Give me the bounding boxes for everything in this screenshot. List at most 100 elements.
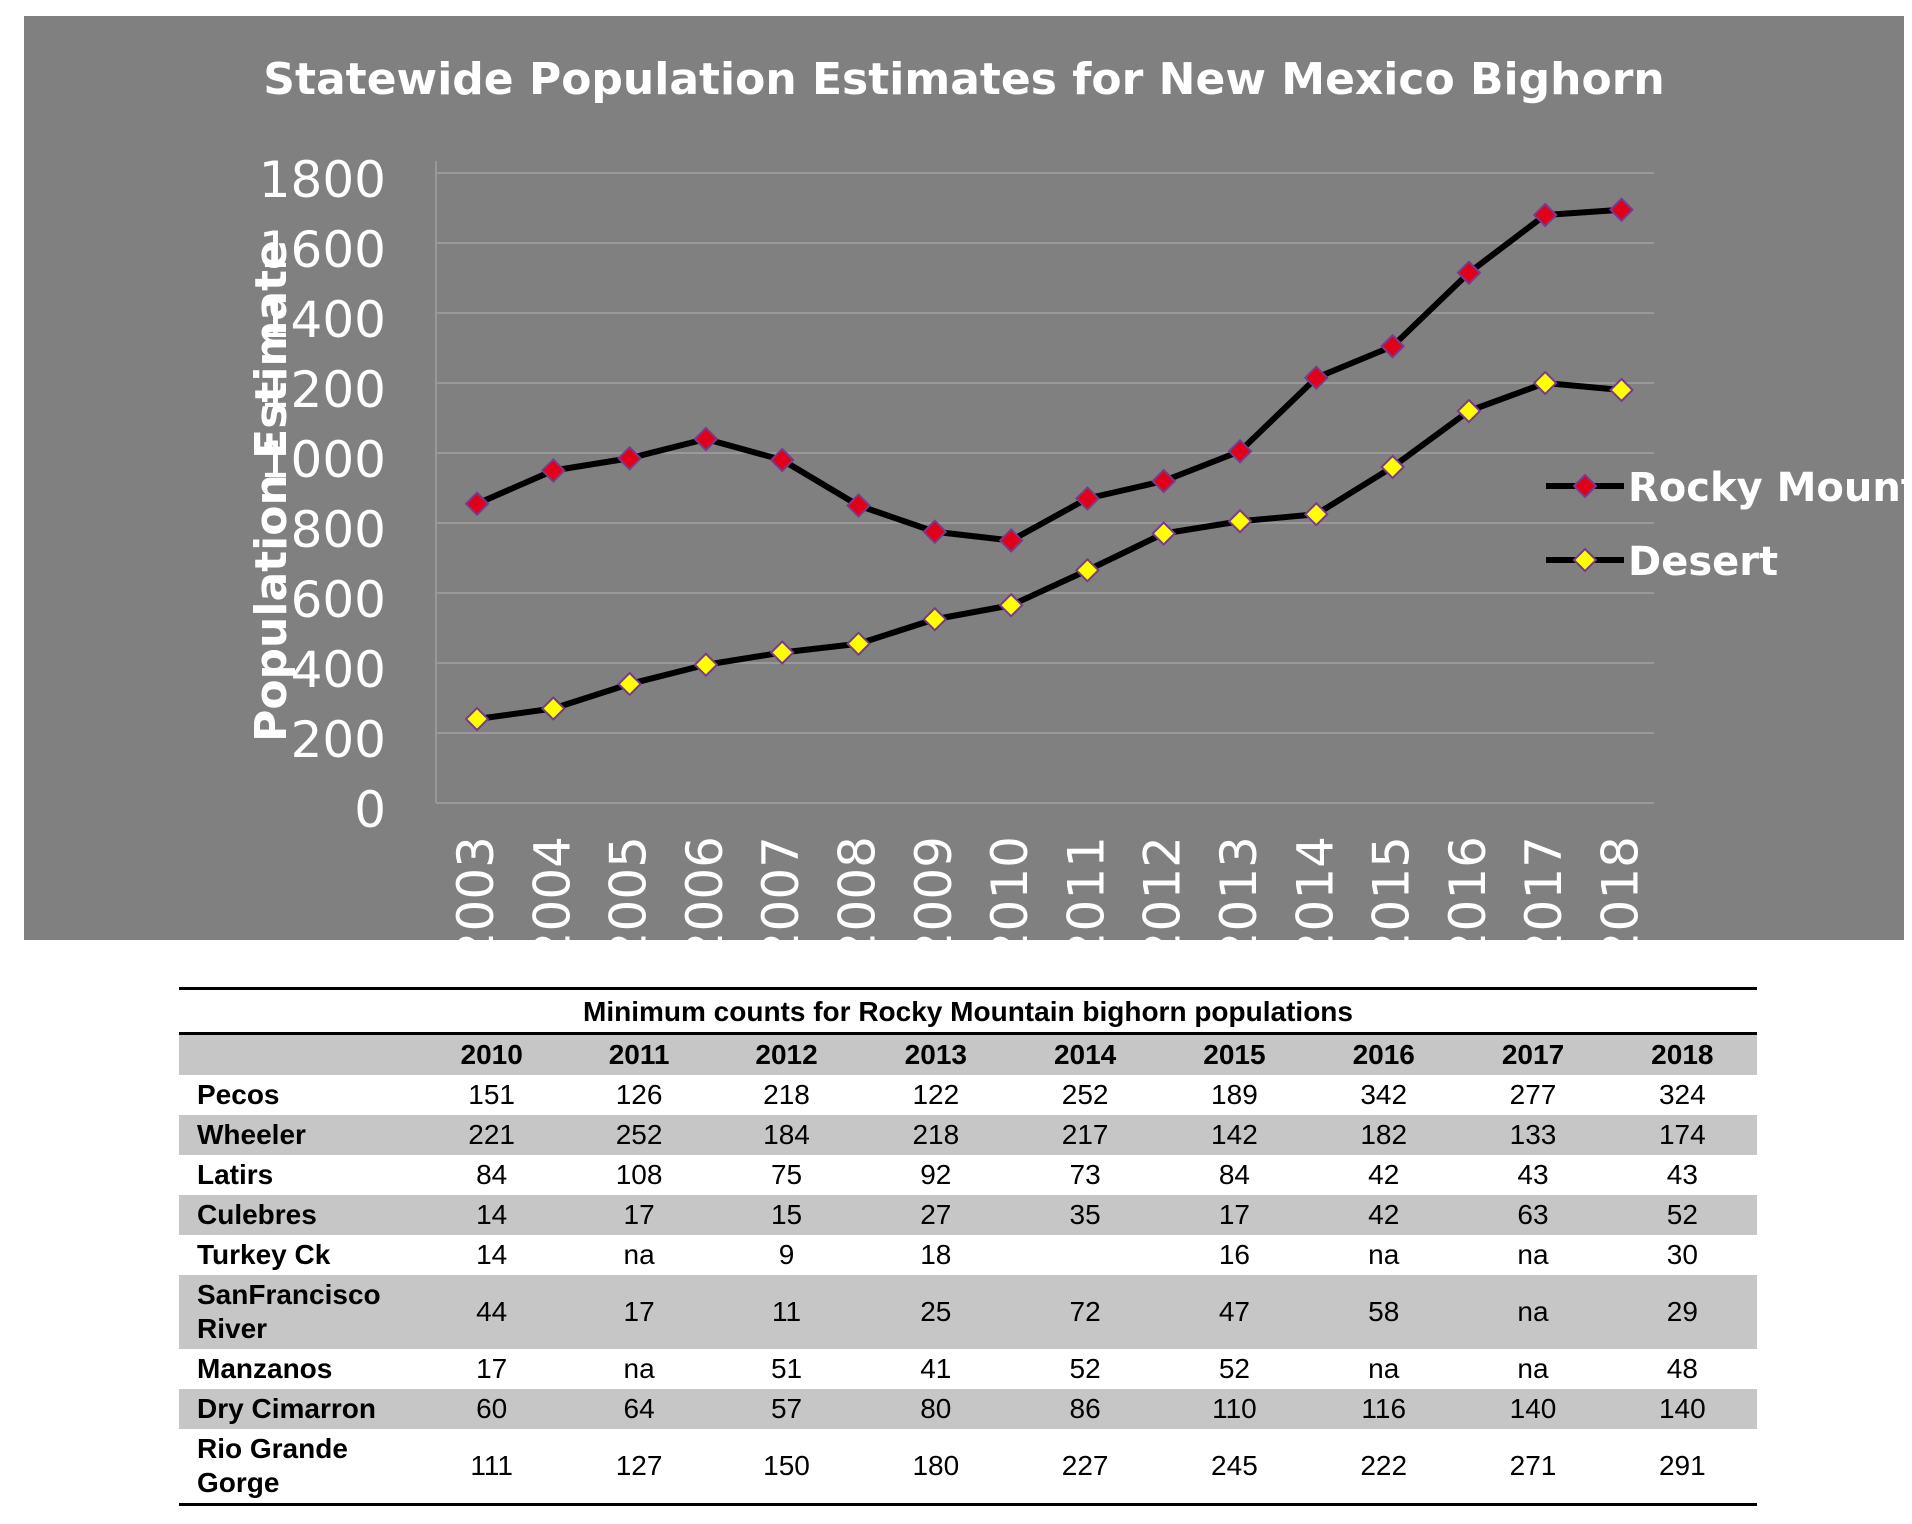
table-cell: 227 — [1061, 1450, 1109, 1481]
y-tick-label: 400 — [291, 641, 386, 699]
data-point — [1532, 202, 1558, 228]
table-cell: na — [1517, 1353, 1549, 1384]
table-cell: 221 — [468, 1119, 515, 1150]
population-line-chart: Statewide Population Estimates for New M… — [24, 16, 1904, 940]
table-cell: 52 — [1666, 1199, 1698, 1230]
table-cell: 116 — [1361, 1393, 1407, 1424]
header-year: 2015 — [1203, 1039, 1266, 1070]
legend-item: Desert — [1546, 539, 1778, 585]
series-rocky-mountain — [464, 197, 1634, 553]
x-tick-label: 2009 — [905, 836, 963, 940]
table-cell: 29 — [1666, 1296, 1698, 1327]
table-cell: na — [1368, 1353, 1400, 1384]
header-year: 2010 — [460, 1039, 523, 1070]
table-row: Rio Grande Gorge 111 127 150 180 227 245 222 271… — [179, 1429, 1757, 1505]
table-cell: na — [623, 1239, 655, 1270]
header-year: 2018 — [1651, 1039, 1714, 1070]
header-blank — [179, 1035, 417, 1075]
table-cell: 72 — [1069, 1296, 1101, 1327]
y-tick-label: 200 — [291, 711, 386, 769]
table-cell: 41 — [920, 1353, 952, 1384]
table-cell — [1010, 1235, 1159, 1275]
table-cell: 17 — [476, 1353, 508, 1384]
series-line — [476, 380, 1622, 722]
data-point — [1227, 438, 1253, 464]
table-cell: 184 — [763, 1119, 810, 1150]
table-cell: 245 — [1211, 1450, 1258, 1481]
chart-background — [24, 16, 1904, 940]
row-label: Dry Cimarron — [197, 1393, 376, 1424]
table-cell: 47 — [1218, 1296, 1250, 1327]
table-cell: 16 — [1218, 1239, 1250, 1270]
x-tick-label: 2013 — [1210, 836, 1268, 940]
table-cell: 63 — [1517, 1199, 1549, 1230]
data-point — [1227, 508, 1253, 534]
x-tick-label: 2012 — [1134, 836, 1192, 940]
data-point — [464, 491, 490, 517]
data-point — [769, 447, 795, 473]
data-point — [693, 426, 719, 452]
y-tick-label: 1400 — [259, 291, 386, 349]
table-row: Culebres 14 17 15 27 35 17 42 63 52 — [179, 1195, 1757, 1235]
row-label: Turkey Ck — [197, 1239, 331, 1270]
y-axis-label: Population Estimate — [246, 240, 297, 742]
data-point — [998, 528, 1024, 553]
table-cell: 324 — [1658, 1079, 1706, 1110]
data-point — [540, 458, 566, 483]
table-cell: 60 — [476, 1393, 508, 1424]
header-year: 2017 — [1501, 1039, 1565, 1070]
series-line — [475, 206, 1622, 544]
series-lines — [464, 197, 1634, 732]
table-cell: 43 — [1666, 1159, 1698, 1190]
data-point — [1456, 260, 1482, 286]
table-cell: 133 — [1509, 1119, 1557, 1150]
data-point — [1456, 398, 1482, 424]
y-tick-label: 800 — [291, 501, 386, 559]
data-point — [1380, 333, 1406, 359]
table-cell: 217 — [1061, 1119, 1109, 1150]
table-row: Dry Cimarron 60 64 57 80 86 110 116 140 140 — [179, 1389, 1757, 1429]
table-cell: 17 — [623, 1296, 655, 1327]
table-cell: 142 — [1211, 1119, 1258, 1150]
y-tick-label: 1000 — [259, 431, 386, 489]
legend-label: Desert — [1628, 539, 1778, 585]
data-point — [1074, 557, 1100, 583]
x-tick-label: 2006 — [676, 836, 734, 940]
data-point — [1380, 454, 1406, 480]
data-point — [1303, 501, 1329, 527]
x-tick-label: 2015 — [1363, 836, 1421, 940]
row-label: Latirs — [197, 1159, 274, 1190]
table-cell: 127 — [615, 1450, 663, 1481]
table-cell: 42 — [1368, 1159, 1400, 1190]
header-year: 2016 — [1352, 1039, 1415, 1070]
table-cell: 84 — [476, 1159, 508, 1190]
table-cell: 180 — [912, 1450, 960, 1481]
table-cell: na — [1517, 1239, 1549, 1270]
table-cell: 58 — [1368, 1296, 1400, 1327]
row-label: Wheeler — [197, 1119, 306, 1150]
table-cell: na — [623, 1353, 655, 1384]
table-cell: 51 — [770, 1353, 803, 1384]
table-row: SanFrancisco River 44 17 11 25 72 47 58 na 29 — [179, 1275, 1757, 1349]
legend: Rocky Mountain Desert — [1546, 465, 1904, 585]
x-tick-label: 2007 — [752, 836, 810, 940]
table-cell: 342 — [1360, 1079, 1408, 1110]
data-point — [1074, 486, 1100, 511]
table-cell: 14 — [476, 1199, 508, 1230]
x-tick-label: 2017 — [1515, 836, 1573, 940]
data-point — [1151, 468, 1177, 494]
table-cell: 218 — [912, 1119, 960, 1150]
x-tick-label: 2016 — [1439, 836, 1497, 940]
table-cell: 9 — [778, 1239, 795, 1270]
table-row: Turkey Ck 14 na 9 18 16 na na 30 — [179, 1235, 1757, 1275]
data-point — [1609, 197, 1634, 223]
header-year: 2013 — [904, 1039, 967, 1070]
table-cell: 14 — [476, 1239, 508, 1270]
table-body: Pecos 151 126 218 122 252 189 342 277 324 Wheeler 2… — [179, 1075, 1757, 1505]
table-cell: 30 — [1666, 1239, 1698, 1270]
rocky-mountain-counts-table: Minimum counts for Rocky Mountain bighor… — [179, 987, 1757, 1506]
x-tick-label: 2011 — [1057, 836, 1115, 940]
header-year: 2011 — [608, 1039, 670, 1070]
data-point — [846, 631, 871, 657]
table-cell: 122 — [912, 1079, 960, 1110]
